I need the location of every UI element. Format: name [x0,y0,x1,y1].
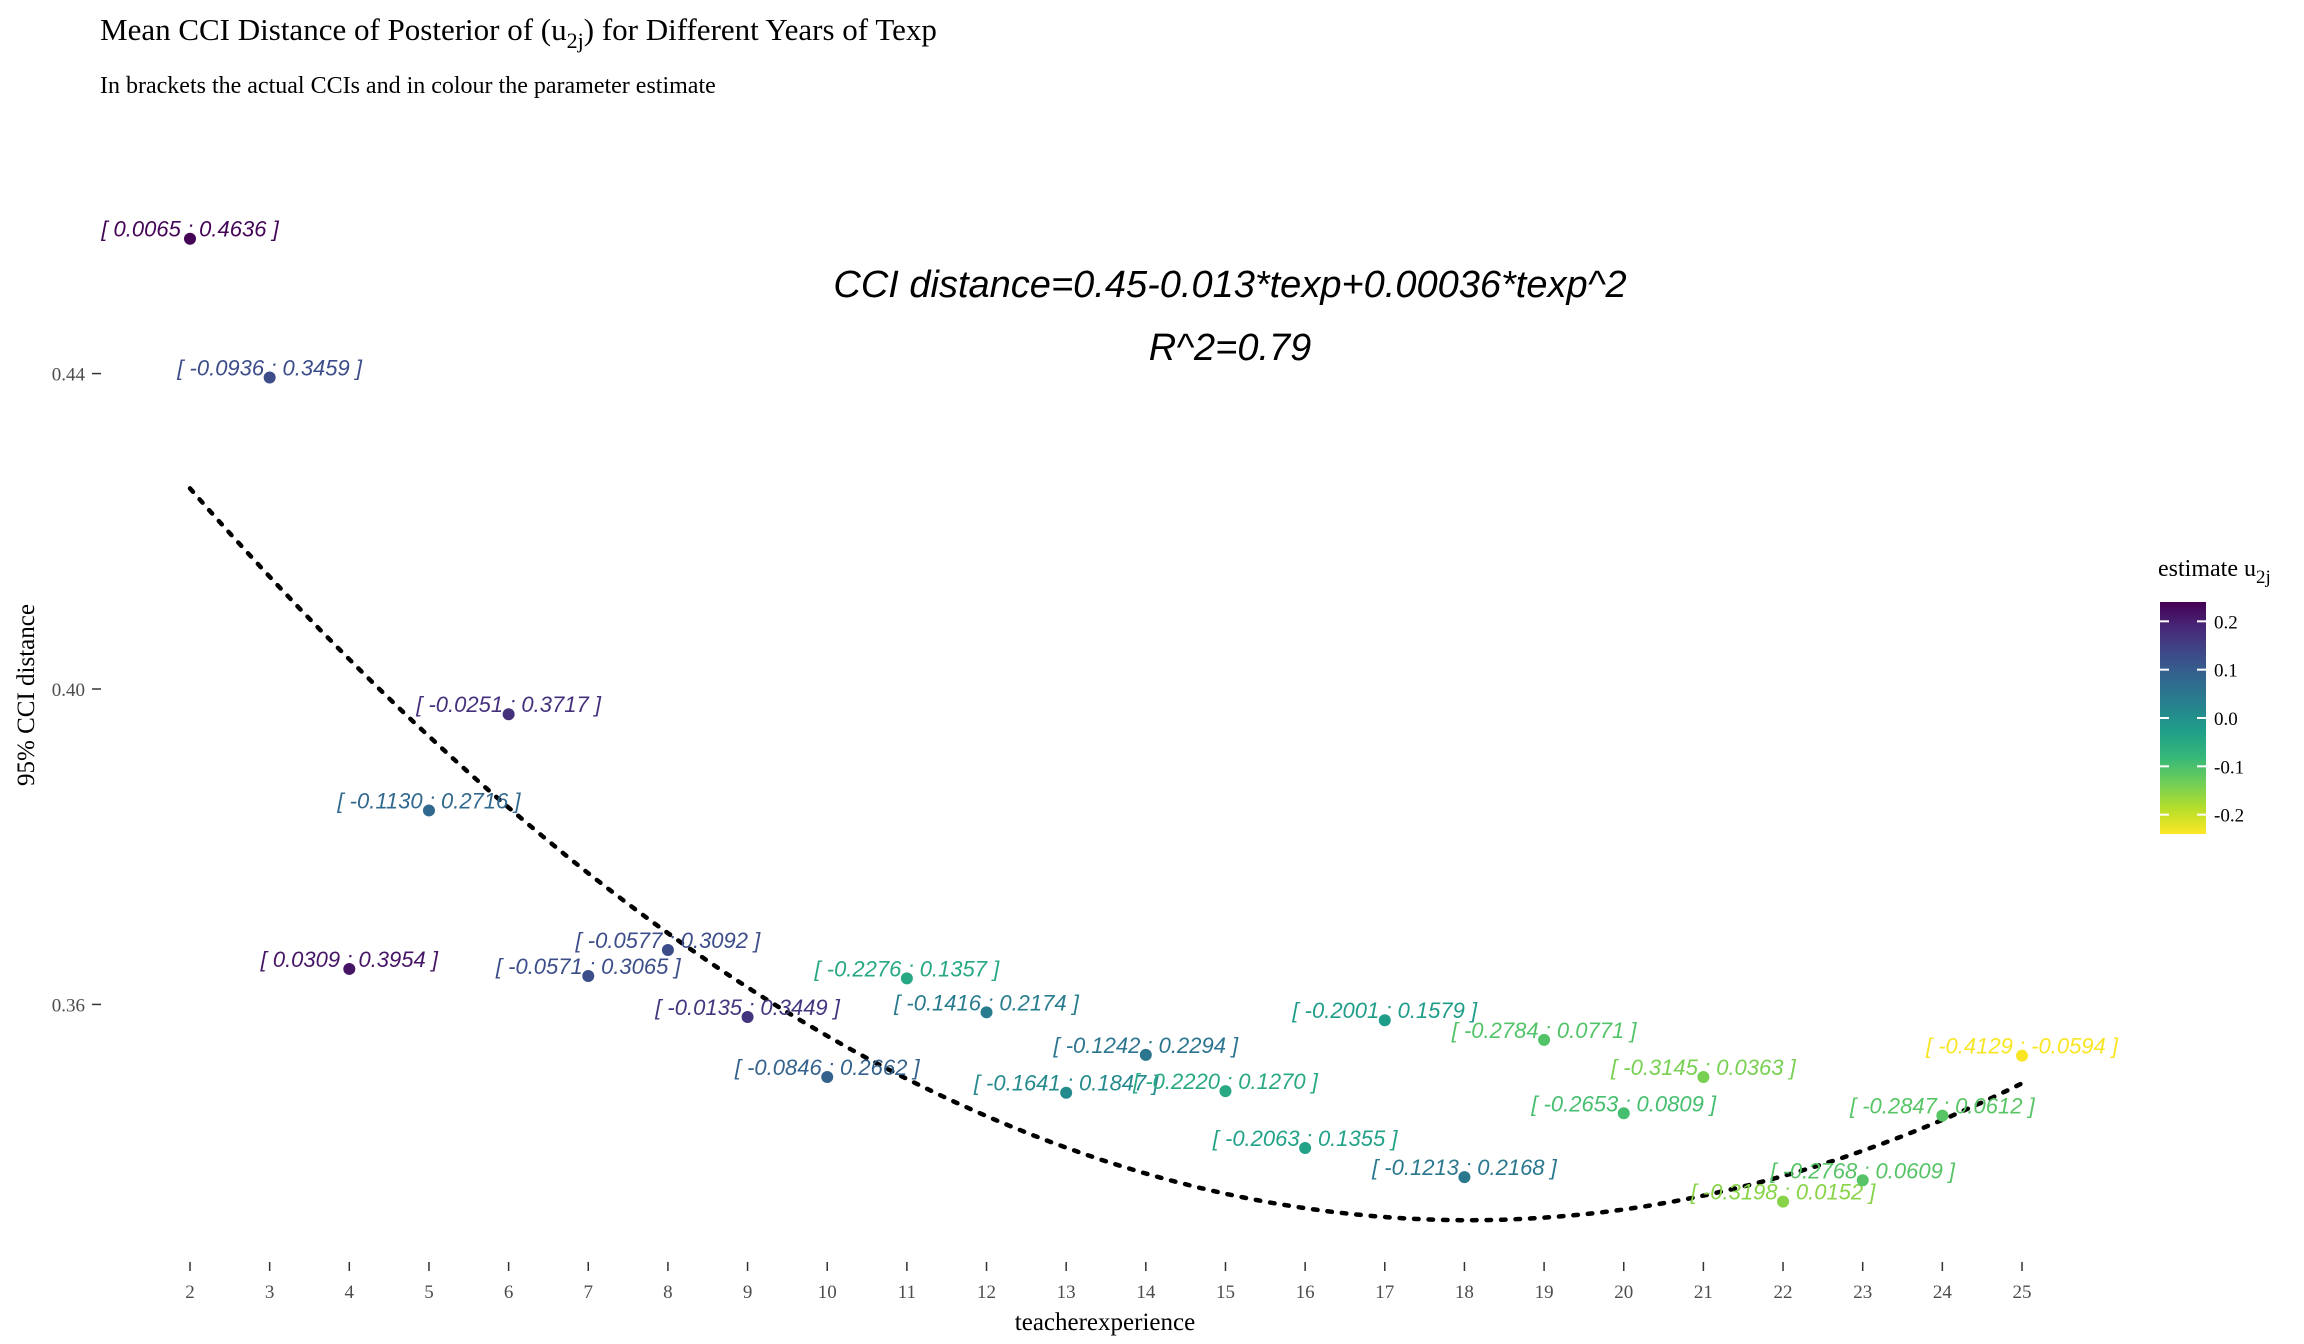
x-tick-label: 11 [898,1282,916,1303]
data-point [2016,1049,2028,1062]
data-point [582,970,595,983]
x-tick-label: 18 [1455,1282,1474,1303]
legend-title-subscript: 2j [2256,567,2271,588]
data-point [1856,1174,1869,1187]
r-squared-annotation: R^2=0.79 [1149,327,1312,369]
x-tick-label: 24 [1933,1282,1953,1303]
legend-title: estimate u2j [2158,556,2271,588]
data-point [1458,1171,1471,1184]
x-tick-label: 10 [818,1282,837,1303]
legend-ticks: 0.2 0.1 0.0 -0.1 -0.2 [2160,612,2244,827]
data-point-label: [ -0.2276 ; 0.1357 ] [814,956,1001,981]
x-axis-title: teacherexperience [1015,1309,1195,1336]
legend: estimate u2j 0.2 0.1 0.0 -0.1 -0.2 [2158,556,2271,834]
y-tick-label: 0.36 [52,995,85,1016]
x-tick-label: 15 [1216,1282,1235,1303]
x-tick-label: 17 [1375,1282,1394,1303]
data-point-label: [ -0.1213 ; 0.2168 ] [1371,1155,1558,1180]
legend-tick-label: 0.1 [2214,661,2238,682]
data-point [502,708,515,721]
data-point [1139,1048,1152,1061]
x-tick-label: 25 [2013,1282,2032,1303]
chart-title-subscript: 2j [567,28,584,53]
data-point-label: [ -0.3198 ; 0.0152 ] [1690,1180,1877,1205]
data-point [741,1011,754,1024]
data-point-label: [ 0.0065 ; 0.4636 ] [100,217,279,242]
x-tick-label: 9 [743,1282,753,1303]
data-point-label: [ -0.4129 ; -0.0594 ] [1925,1034,2119,1059]
data-point [1378,1014,1391,1027]
x-tick-label: 13 [1057,1282,1076,1303]
data-point [661,944,674,957]
legend-tick-label: -0.2 [2214,806,2244,827]
y-axis: 0.36 0.40 0.44 [52,365,101,1016]
data-point-label: [ -0.1641 ; 0.1847 ] [973,1071,1160,1096]
legend-tick-label: 0.2 [2214,612,2238,633]
data-point-label: [ -0.0936 ; 0.3459 ] [176,356,363,381]
data-points: [ 0.0065 ; 0.4636 ] [ -0.0936 ; 0.3459 ] [… [100,217,2119,1208]
x-tick-label: 21 [1694,1282,1713,1303]
y-axis-title: 95% CCI distance [13,604,40,786]
data-point [1777,1195,1790,1208]
data-point-label: [ -0.2847 ; 0.0612 ] [1849,1094,2036,1119]
x-tick-label: 16 [1296,1282,1315,1303]
x-tick-label: 23 [1853,1282,1872,1303]
data-point [1697,1070,1710,1083]
equation-annotation: CCI distance=0.45-0.013*texp+0.00036*tex… [833,264,1626,306]
data-point-label: [ -0.0571 ; 0.3065 ] [495,954,682,979]
x-tick-label: 19 [1535,1282,1554,1303]
x-tick-label: 3 [265,1282,275,1303]
data-point [1299,1141,1312,1154]
y-tick-label: 0.44 [52,365,86,386]
data-point [1936,1109,1949,1122]
x-tick-label: 20 [1614,1282,1633,1303]
x-tick-label: 7 [584,1282,594,1303]
data-point [184,232,196,245]
x-tick-label: 22 [1774,1282,1793,1303]
x-tick-label: 8 [663,1282,673,1303]
data-point-label: [ -0.0846 ; 0.2662 ] [734,1055,921,1080]
data-point-label: [ -0.2220 ; 0.1270 ] [1132,1069,1319,1094]
data-point [422,804,435,817]
data-point [980,1006,993,1019]
fit-curve [187,486,2025,1223]
data-point [1538,1033,1551,1046]
data-point-label: [ 0.0309 ; 0.3954 ] [260,947,439,972]
data-point-label: [ -0.0135 ; 0.3449 ] [654,995,841,1020]
x-tick-label: 14 [1136,1282,1156,1303]
data-point-label: [ -0.3145 ; 0.0363 ] [1610,1055,1797,1080]
data-point [343,962,356,975]
data-point-label: [ -0.0251 ; 0.3717 ] [415,692,602,717]
data-point-label: [ -0.2768 ; 0.0609 ] [1769,1158,1956,1183]
x-tick-label: 4 [345,1282,355,1303]
x-tick-label: 6 [504,1282,514,1303]
data-point-label: [ -0.1416 ; 0.2174 ] [893,990,1080,1015]
x-tick-label: 5 [424,1282,434,1303]
x-tick-label: 12 [977,1282,996,1303]
data-point-label: [ -0.1242 ; 0.2294 ] [1052,1033,1239,1058]
data-point [1219,1085,1232,1098]
y-tick-label: 0.40 [52,680,85,701]
data-point [821,1070,834,1083]
data-point-label: [ -0.2063 ; 0.1355 ] [1212,1126,1399,1151]
data-point [1060,1086,1073,1099]
legend-tick-label: 0.0 [2214,709,2238,730]
data-point-label: [ -0.2001 ; 0.1579 ] [1291,998,1478,1023]
x-axis: 2 3 4 5 6 7 8 9 10 11 12 13 14 15 16 17 18 19 20 21 22 23 24 25 [185,1262,2032,1303]
data-point-label: [ -0.1130 ; 0.2716 ] [336,788,521,813]
chart-title: Mean CCI Distance of Posterior of (u2j) … [100,12,937,53]
data-point-label: [ -0.0577 ; 0.3092 ] [575,928,762,953]
data-point [1617,1107,1630,1120]
x-tick-label: 2 [185,1282,195,1303]
chart-subtitle: In brackets the actual CCIs and in colou… [100,73,716,99]
data-point [263,371,276,384]
legend-tick-label: -0.1 [2214,757,2244,778]
data-point-label: [ -0.2653 ; 0.0809 ] [1530,1091,1717,1116]
data-point-label: [ -0.2784 ; 0.0771 ] [1451,1018,1638,1043]
data-point [900,972,913,985]
